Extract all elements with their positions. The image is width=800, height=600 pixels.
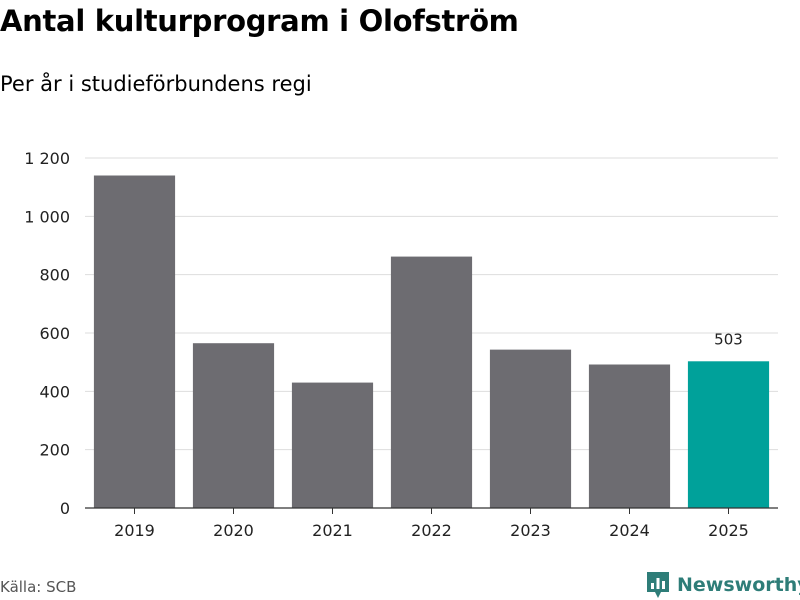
bar-2023	[489, 349, 572, 508]
newsworthy-logo-icon	[647, 572, 669, 598]
x-tick-label: 2019	[114, 521, 155, 540]
x-tick-label: 2023	[510, 521, 551, 540]
chart-title: Antal kulturprogram i Olofström	[0, 4, 519, 38]
x-tick-label: 2020	[213, 521, 254, 540]
x-tick-label: 2024	[609, 521, 650, 540]
y-tick-label: 1 200	[24, 149, 70, 168]
y-tick-label: 200	[39, 441, 70, 460]
x-tick-label: 2022	[411, 521, 452, 540]
bar-2022	[390, 256, 473, 508]
brand-name: Newsworthy	[677, 574, 800, 596]
bar-2024	[588, 364, 671, 508]
source-note: Källa: SCB	[0, 578, 77, 596]
y-tick-label: 1 000	[24, 207, 70, 226]
chart-subtitle: Per år i studieförbundens regi	[0, 72, 312, 96]
data-label: 503	[714, 330, 743, 348]
y-tick-label: 800	[39, 266, 70, 285]
bar-2020	[192, 343, 275, 508]
bar-2025	[687, 361, 770, 508]
y-tick-label: 400	[39, 382, 70, 401]
y-tick-label: 600	[39, 324, 70, 343]
y-tick-label: 0	[60, 499, 70, 518]
x-tick-label: 2025	[708, 521, 749, 540]
brand-logo: Newsworthy	[645, 570, 800, 600]
x-tick-label: 2021	[312, 521, 353, 540]
bar-2019	[93, 175, 176, 508]
bar-2021	[291, 382, 374, 508]
